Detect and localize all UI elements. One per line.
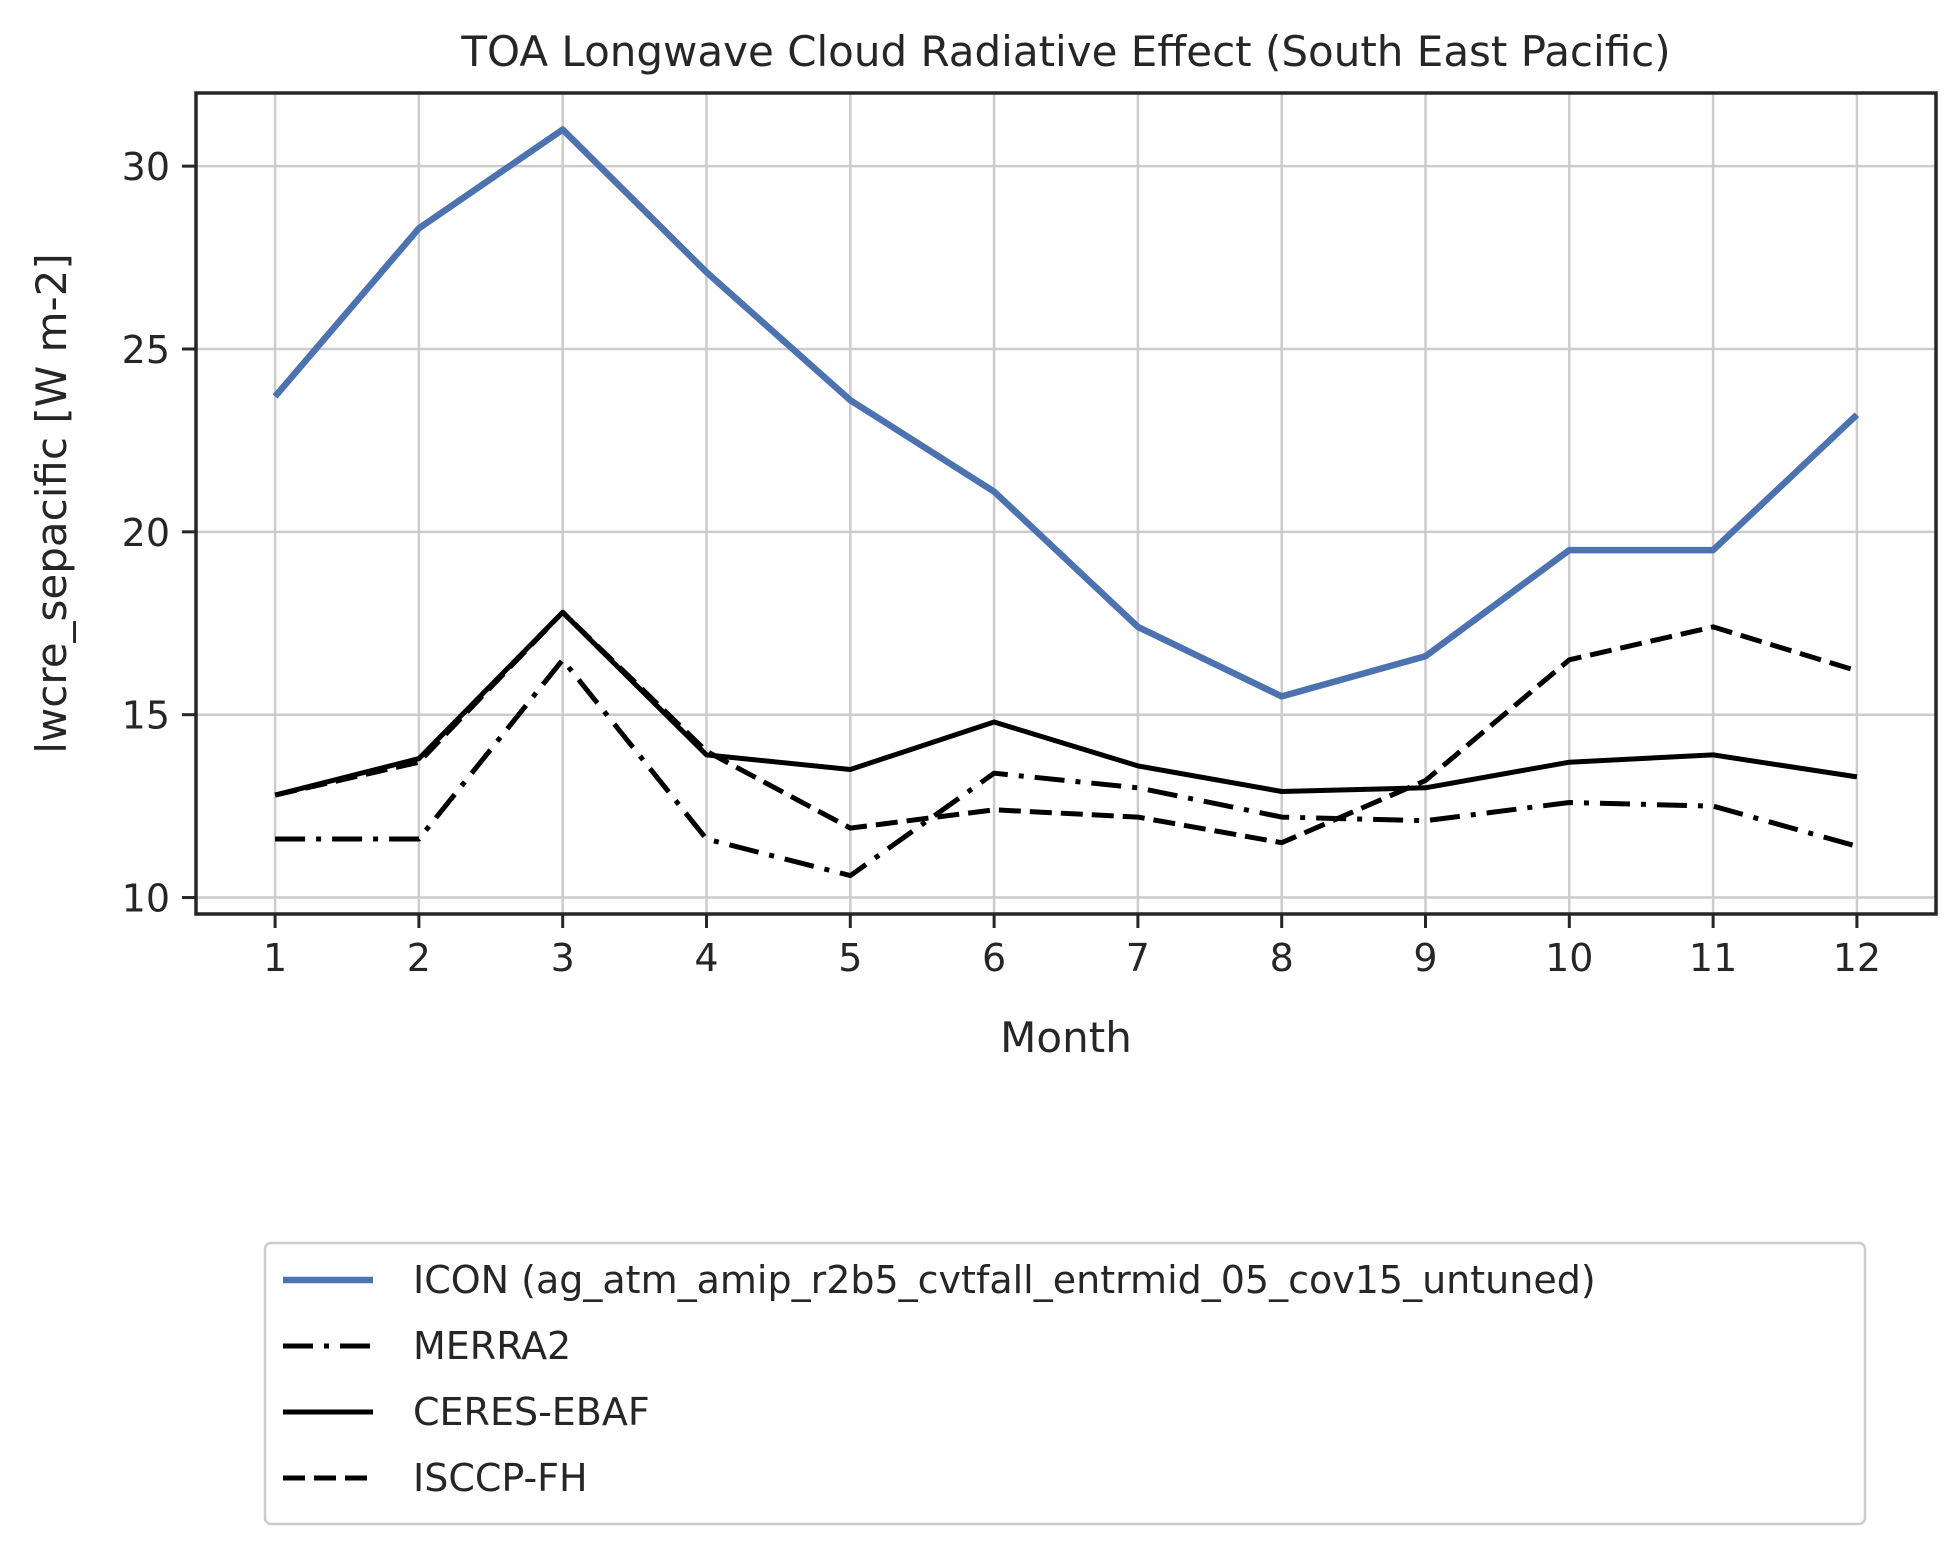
x-tick-label: 10 bbox=[1545, 936, 1593, 980]
chart-title: TOA Longwave Cloud Radiative Effect (Sou… bbox=[460, 27, 1670, 76]
y-tick-label: 20 bbox=[122, 511, 170, 555]
series-line-ceres-ebaf bbox=[274, 609, 1858, 798]
x-tick-label: 12 bbox=[1833, 936, 1881, 980]
x-tick-label: 4 bbox=[694, 936, 718, 980]
x-tick-label: 8 bbox=[1270, 936, 1294, 980]
series-line-icon bbox=[272, 126, 1860, 700]
x-tick-label: 5 bbox=[838, 936, 862, 980]
series-lines bbox=[272, 126, 1860, 879]
x-tick-label: 1 bbox=[263, 936, 287, 980]
series-line-isccp-fh bbox=[274, 609, 1858, 846]
legend-label: MERRA2 bbox=[413, 1324, 571, 1368]
x-tick-label: 7 bbox=[1126, 936, 1150, 980]
legend: ICON (ag_atm_amip_r2b5_cvtfall_entrmid_0… bbox=[263, 1241, 1867, 1526]
series-line-merra2 bbox=[275, 657, 1858, 879]
legend-label: CERES-EBAF bbox=[413, 1390, 650, 1434]
legend-label: ICON (ag_atm_amip_r2b5_cvtfall_entrmid_0… bbox=[413, 1258, 1596, 1302]
legend-box bbox=[263, 1241, 1867, 1526]
x-tick-label: 9 bbox=[1413, 936, 1437, 980]
x-tick-label: 6 bbox=[982, 936, 1006, 980]
x-tick-label: 3 bbox=[551, 936, 575, 980]
x-tick-label: 2 bbox=[407, 936, 431, 980]
x-tick-label: 11 bbox=[1689, 936, 1737, 980]
y-axis-label: lwcre_sepacific [W m-2] bbox=[27, 253, 76, 754]
y-tick-label: 10 bbox=[122, 877, 170, 921]
plot-frame bbox=[194, 91, 1938, 916]
grid bbox=[196, 93, 1936, 914]
legend-label: ISCCP-FH bbox=[413, 1456, 588, 1500]
y-tick-label: 15 bbox=[122, 694, 170, 738]
y-tick-label: 30 bbox=[122, 145, 170, 189]
x-axis-label: Month bbox=[1000, 1013, 1132, 1062]
y-tick-label: 25 bbox=[122, 328, 170, 372]
